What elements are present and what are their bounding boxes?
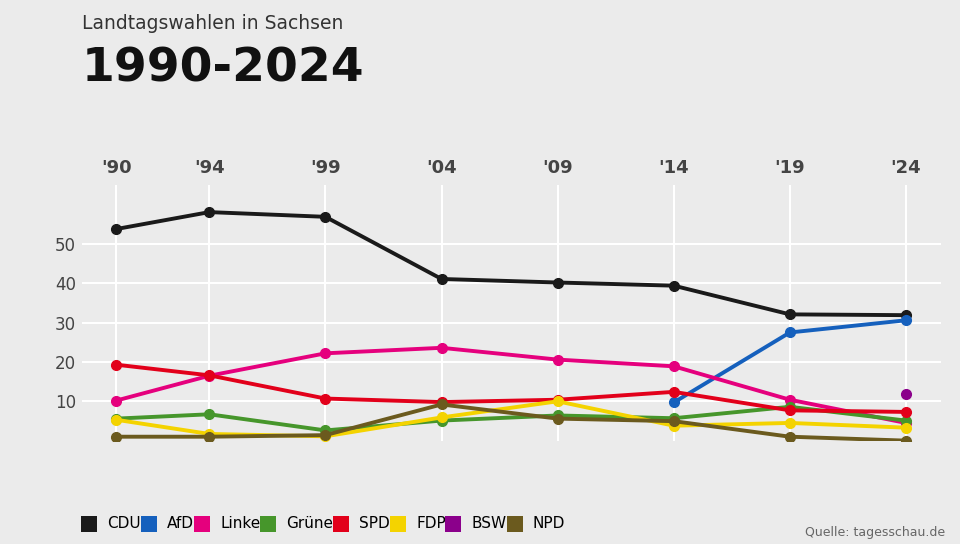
SPD [320, 395, 331, 402]
Line: CDU: CDU [111, 207, 911, 320]
Line: Linke: Linke [111, 343, 911, 428]
CDU [900, 312, 912, 318]
SPD [900, 409, 912, 415]
FDP [320, 433, 331, 440]
Text: Landtagswahlen in Sachsen: Landtagswahlen in Sachsen [82, 14, 343, 33]
FDP [784, 419, 796, 426]
FDP [900, 424, 912, 431]
CDU [436, 276, 447, 282]
Linke [436, 344, 447, 351]
SPD [784, 407, 796, 413]
Legend: CDU, AfD, Linke, Grüne, SPD, FDP, BSW, NPD: CDU, AfD, Linke, Grüne, SPD, FDP, BSW, N… [89, 516, 565, 531]
Grüne [110, 416, 122, 422]
Text: 1990-2024: 1990-2024 [82, 46, 364, 91]
AfD [900, 317, 912, 324]
Linke [900, 419, 912, 426]
NPD [110, 434, 122, 440]
Text: Quelle: tagesschau.de: Quelle: tagesschau.de [805, 526, 946, 539]
CDU [204, 209, 215, 215]
Grüne [784, 404, 796, 410]
CDU [552, 279, 564, 286]
Grüne [552, 412, 564, 419]
NPD [900, 437, 912, 444]
Grüne [436, 417, 447, 424]
Linke [784, 397, 796, 403]
Grüne [320, 427, 331, 434]
AfD [784, 329, 796, 336]
Linke [552, 356, 564, 363]
Line: NPD: NPD [111, 400, 911, 446]
Linke [668, 363, 680, 369]
SPD [668, 388, 680, 395]
CDU [668, 282, 680, 289]
NPD [784, 434, 796, 440]
FDP [204, 431, 215, 437]
SPD [110, 361, 122, 368]
SPD [552, 397, 564, 403]
SPD [204, 372, 215, 379]
NPD [552, 416, 564, 422]
Linke [320, 350, 331, 356]
Grüne [204, 411, 215, 418]
NPD [436, 401, 447, 407]
NPD [668, 418, 680, 424]
Line: Grüne: Grüne [111, 402, 911, 435]
SPD [436, 399, 447, 405]
FDP [668, 423, 680, 429]
AfD [668, 399, 680, 406]
CDU [784, 311, 796, 318]
Line: AfD: AfD [669, 316, 911, 407]
CDU [320, 214, 331, 220]
Grüne [668, 415, 680, 422]
NPD [204, 434, 215, 440]
CDU [110, 226, 122, 232]
FDP [552, 398, 564, 405]
NPD [320, 432, 331, 438]
Line: SPD: SPD [111, 360, 911, 417]
Linke [110, 397, 122, 404]
FDP [436, 414, 447, 421]
Linke [204, 373, 215, 379]
FDP [110, 417, 122, 423]
Line: FDP: FDP [111, 397, 911, 441]
Grüne [900, 417, 912, 424]
